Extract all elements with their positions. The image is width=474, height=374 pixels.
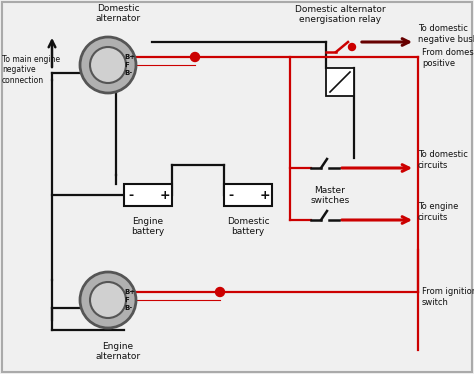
Text: To domestic
circuits: To domestic circuits	[418, 150, 468, 170]
Text: Domestic
alternator: Domestic alternator	[95, 4, 141, 23]
Text: Domestic alternator
energisation relay: Domestic alternator energisation relay	[295, 4, 385, 24]
Text: Domestic
battery: Domestic battery	[227, 217, 269, 236]
Text: Engine
battery: Engine battery	[131, 217, 164, 236]
Text: To engine
circuits: To engine circuits	[418, 202, 458, 222]
Bar	[224, 184, 272, 206]
Circle shape	[216, 288, 225, 297]
Circle shape	[90, 47, 126, 83]
Text: To main engine
negative
connection: To main engine negative connection	[2, 55, 60, 85]
Text: B-: B-	[124, 70, 132, 76]
Text: Master
switches: Master switches	[310, 186, 350, 205]
Text: F: F	[124, 297, 129, 303]
Text: F: F	[124, 62, 129, 68]
Text: Engine
alternator: Engine alternator	[95, 342, 141, 361]
Text: To domestic
negative busbar: To domestic negative busbar	[418, 24, 474, 44]
Text: B-: B-	[124, 305, 132, 311]
Text: From domestic
positive: From domestic positive	[422, 48, 474, 68]
Bar	[326, 68, 354, 96]
Text: -: -	[228, 188, 234, 202]
Text: From ignition
switch: From ignition switch	[422, 287, 474, 307]
Circle shape	[191, 52, 200, 61]
Text: -: -	[128, 188, 134, 202]
Circle shape	[348, 43, 356, 50]
Circle shape	[90, 282, 126, 318]
Circle shape	[80, 37, 136, 93]
Text: B+: B+	[124, 54, 135, 60]
Text: +: +	[260, 188, 270, 202]
Circle shape	[80, 272, 136, 328]
Text: +: +	[160, 188, 170, 202]
Text: B+: B+	[124, 289, 135, 295]
Bar	[124, 184, 172, 206]
